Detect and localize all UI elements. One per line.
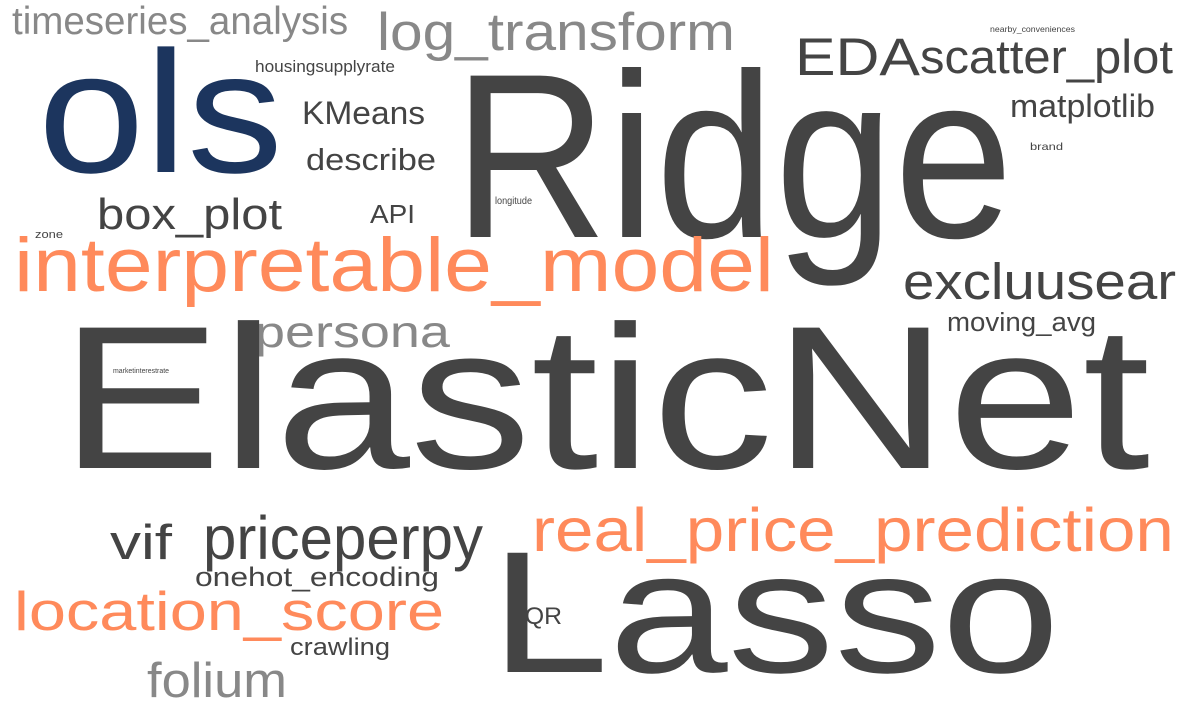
word-elasticnet: ElasticNet xyxy=(60,283,1151,512)
word-excluusear: excluusear xyxy=(903,252,1177,310)
word-folium: folium xyxy=(147,654,287,709)
word-brand: brand xyxy=(1030,142,1064,154)
word-crawling: crawling xyxy=(290,634,390,662)
word-log-transform: log_transform xyxy=(377,2,735,62)
word-kmeans: KMeans xyxy=(302,94,426,132)
word-marketinterestrate: marketinterestrate xyxy=(113,367,169,376)
word-housingsupplyrate: housingsupplyrate xyxy=(255,57,395,76)
word-matplotlib: matplotlib xyxy=(1010,87,1155,125)
word-nearby-conveniences: nearby_conveniences xyxy=(990,25,1075,35)
word-ols: ols xyxy=(38,15,283,210)
word-timeseries-analysis: timeseries_analysis xyxy=(12,0,349,43)
word-real-price-prediction: real_price_prediction xyxy=(532,496,1174,565)
word-scatter-plot: scatter_plot xyxy=(920,31,1173,84)
word-api: API xyxy=(370,200,416,229)
word-eda: EDA xyxy=(795,27,920,87)
word-ridge: Ridge xyxy=(453,25,1014,288)
word-moving-avg: moving_avg xyxy=(947,308,1097,337)
word-persona: persona xyxy=(255,306,450,358)
word-iqr: IQR xyxy=(518,603,562,631)
word-lasso: Lasso xyxy=(490,515,1061,710)
word-onehot-encoding: onehot_encoding xyxy=(195,561,439,592)
word-location-score: location_score xyxy=(14,579,445,642)
word-priceperpy: priceperpy xyxy=(203,504,483,573)
word-zone: zone xyxy=(35,229,64,242)
word-box-plot: box_plot xyxy=(97,190,283,240)
word-vif: vif xyxy=(110,516,173,571)
word-longitude: longitude xyxy=(495,196,533,208)
word-describe: describe xyxy=(306,142,436,177)
word-interpretable-model: interpretable_model xyxy=(14,222,775,308)
